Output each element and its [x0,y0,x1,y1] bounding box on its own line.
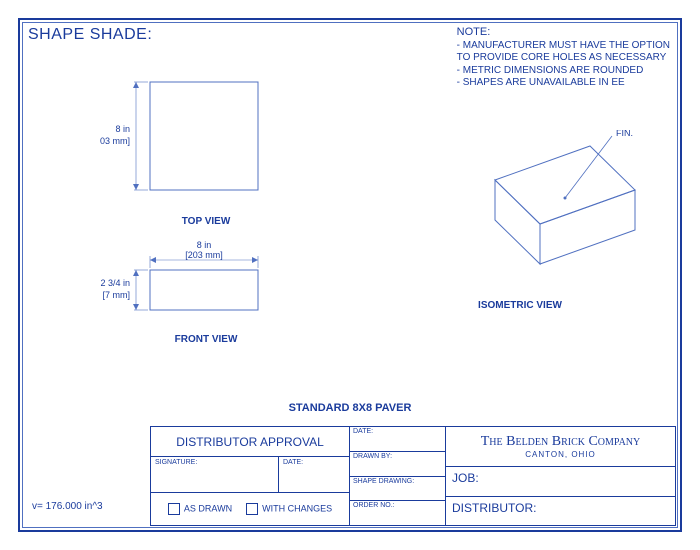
checkbox-icon[interactable] [246,503,258,515]
with-changes-option[interactable]: WITH CHANGES [246,503,332,515]
fin-label: FIN. [616,130,633,138]
approval-options: AS DRAWN WITH CHANGES [151,493,349,525]
company-header: The Belden Brick Company CANTON, OHIO [446,427,675,467]
signature-cell: SIGNATURE: [151,457,279,492]
dim-text: 2 3/4 in [100,278,130,288]
front-view-svg: 8 in [203 mm] 2 3/4 in [7 mm] [100,238,300,328]
dim-text: [203 mm] [185,250,223,260]
volume-text: v= 176.000 in^3 [32,501,103,512]
drawing-area: 8 in [203 mm] TOP VIEW 8 in [203 mm] 2 3… [20,20,680,420]
approval-header: DISTRIBUTOR APPROVAL [151,427,349,457]
distributor-approval-block: DISTRIBUTOR APPROVAL SIGNATURE: DATE: AS… [150,426,350,526]
top-view-label: TOP VIEW [152,216,260,227]
front-view-label: FRONT VIEW [152,334,260,345]
dim-text: 8 in [197,240,212,250]
top-view-svg: 8 in [203 mm] [100,70,300,230]
title-block: DISTRIBUTOR APPROVAL SIGNATURE: DATE: AS… [150,426,676,526]
date-cell: DATE: [279,457,349,492]
drawn-by-field: DRAWN BY: [350,452,446,477]
dim-text: 8 in [115,124,130,134]
company-location: CANTON, OHIO [525,450,596,459]
field-labels-block: DATE: DRAWN BY: SHAPE DRAWING: ORDER NO.… [350,426,446,526]
as-drawn-option[interactable]: AS DRAWN [168,503,232,515]
drawing-sheet: SHAPE SHADE: NOTE: - MANUFACTURER MUST H… [18,18,682,532]
order-no-field: ORDER NO.: [350,501,446,526]
iso-view-label: ISOMETRIC VIEW [440,300,600,311]
dim-text: [203 mm] [100,136,130,146]
checkbox-icon[interactable] [168,503,180,515]
dim-text: [7 mm] [102,290,130,300]
job-field: JOB: [446,467,675,497]
shape-drawing-field: SHAPE DRAWING: [350,477,446,502]
company-block: The Belden Brick Company CANTON, OHIO JO… [446,426,676,526]
company-name: The Belden Brick Company [481,434,640,450]
distributor-field: DISTRIBUTOR: [446,497,675,526]
date-field: DATE: [350,426,446,452]
product-title: STANDARD 8X8 PAVER [20,402,680,414]
